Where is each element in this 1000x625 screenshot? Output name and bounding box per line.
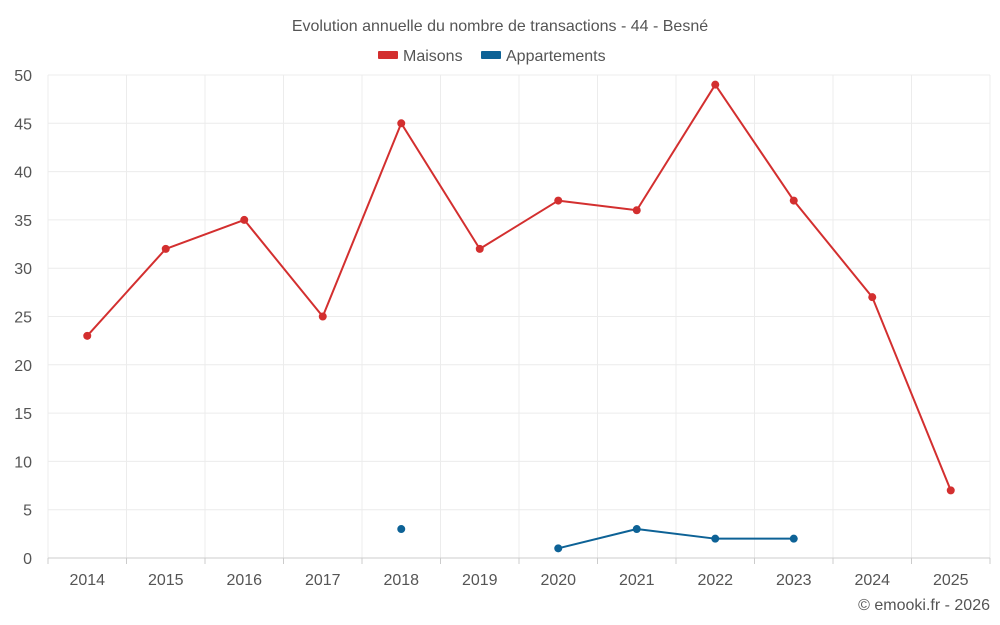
data-point-maisons[interactable] [632,206,641,215]
data-point-maisons[interactable] [83,331,92,340]
y-tick-label: 45 [14,116,32,133]
legend-swatch-appartements [481,51,501,59]
series-appartements [397,525,798,553]
x-tick-label: 2024 [854,572,890,589]
x-tick-label: 2016 [226,572,262,589]
y-tick-label: 10 [14,454,32,471]
x-tick-label: 2014 [69,572,105,589]
legend-label-maisons: Maisons [403,48,463,65]
x-tick-label: 2015 [148,572,184,589]
data-point-maisons[interactable] [554,196,563,205]
data-point-appartements[interactable] [554,544,563,553]
data-point-maisons[interactable] [240,215,249,224]
x-tick-label: 2025 [933,572,969,589]
y-tick-label: 25 [14,310,32,327]
y-tick-label: 5 [23,503,32,520]
chart-title: Evolution annuelle du nombre de transact… [292,18,708,35]
data-point-appartements[interactable] [397,525,406,534]
y-tick-label: 30 [14,261,32,278]
legend-swatch-maisons [378,51,398,59]
y-tick-label: 40 [14,165,32,182]
data-point-appartements[interactable] [632,525,641,534]
data-point-maisons[interactable] [789,196,798,205]
y-tick-label: 0 [23,551,32,568]
series-line-appartements [558,528,794,550]
y-tick-label: 50 [14,68,32,85]
y-tick-label: 20 [14,358,32,375]
x-tick-label: 2022 [697,572,733,589]
series-line-maisons [86,83,952,491]
grid [47,74,991,558]
data-point-maisons[interactable] [161,244,170,253]
y-tick-label: 15 [14,406,32,423]
legend-item-maisons[interactable]: Maisons [378,48,463,65]
data-point-maisons[interactable] [397,119,406,128]
x-tick-label: 2017 [305,572,341,589]
x-tick-label: 2021 [619,572,655,589]
x-tick-label: 2023 [776,572,812,589]
series [83,80,955,553]
data-point-maisons[interactable] [475,244,484,253]
data-point-appartements[interactable] [789,534,798,543]
series-maisons [83,80,955,495]
data-point-maisons[interactable] [946,486,955,495]
credit-text: © emooki.fr - 2026 [858,597,990,614]
x-tick-label: 2018 [383,572,419,589]
legend-label-appartements: Appartements [506,48,606,65]
legend: Maisons Appartements [378,48,606,65]
y-tick-label: 35 [14,213,32,230]
x-tick-label: 2019 [462,572,498,589]
data-point-maisons[interactable] [868,293,877,302]
data-point-maisons[interactable] [711,80,720,89]
data-point-appartements[interactable] [711,534,720,543]
data-point-maisons[interactable] [318,312,327,321]
x-tick-label: 2020 [540,572,576,589]
legend-item-appartements[interactable]: Appartements [481,48,606,65]
